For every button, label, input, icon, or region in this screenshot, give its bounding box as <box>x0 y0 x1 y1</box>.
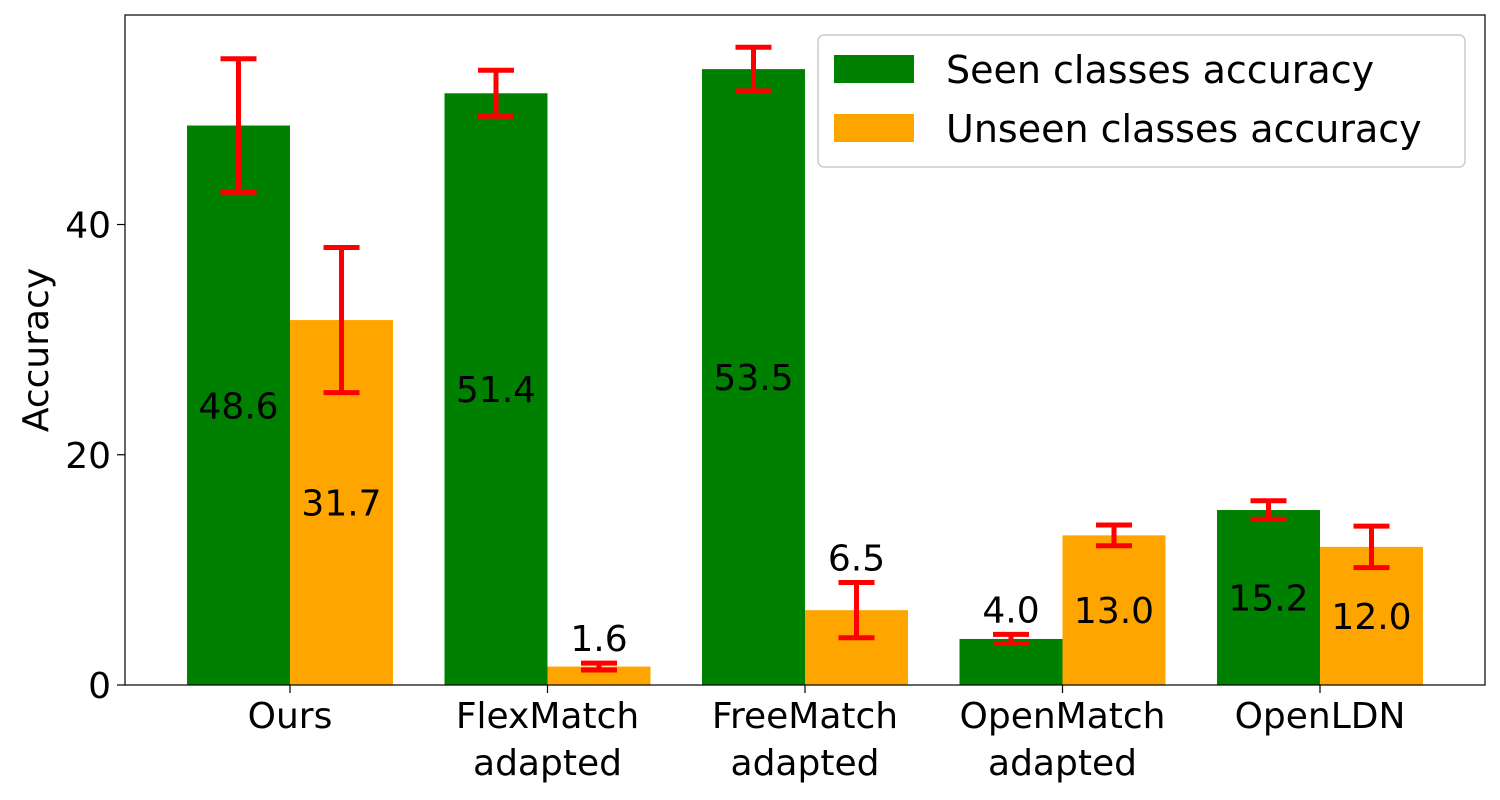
x-tick-label-line: OpenMatch <box>960 696 1166 737</box>
error-bar-seen-3 <box>993 631 1029 647</box>
y-axis-title: Accuracy <box>16 268 57 432</box>
data-label-unseen-4: 12.0 <box>1331 597 1411 638</box>
bar-seen-2 <box>702 69 805 686</box>
y-tick-label-0: 0 <box>88 666 111 707</box>
bar-seen-1 <box>444 93 548 685</box>
error-bar-unseen-0 <box>323 245 360 396</box>
x-tick-label-line: FlexMatch <box>456 696 639 737</box>
x-tick-label-line: adapted <box>731 743 880 784</box>
data-label-seen-3: 4.0 <box>982 590 1039 631</box>
bar-seen-4 <box>1217 510 1320 685</box>
error-bar-unseen-4 <box>1353 523 1390 571</box>
data-label-seen-1: 51.4 <box>456 370 536 411</box>
y-axis: 0 20 40 <box>65 206 125 707</box>
x-tick-label-line: FreeMatch <box>712 696 898 737</box>
x-tick-label-4: OpenLDN <box>1235 696 1406 737</box>
x-tick-label-1: FlexMatch adapted <box>456 696 639 784</box>
legend: Seen classes accuracy Unseen classes acc… <box>817 34 1466 168</box>
data-labels-layer: 48.6 51.4 53.5 4.0 15.2 31.7 1.6 6.5 13.0 12.0 <box>198 358 1411 660</box>
bar-seen-0 <box>187 125 290 686</box>
bars-layer <box>187 69 1423 686</box>
error-bar-seen-4 <box>1250 498 1287 522</box>
data-label-seen-4: 15.2 <box>1228 579 1308 620</box>
y-tick-label-1: 20 <box>65 436 111 477</box>
legend-swatch-seen <box>834 55 914 83</box>
x-tick-label-line: OpenLDN <box>1235 696 1406 737</box>
data-label-unseen-2: 6.5 <box>828 539 885 580</box>
data-label-unseen-0: 31.7 <box>301 484 381 525</box>
x-tick-label-2: FreeMatch adapted <box>712 696 898 784</box>
x-tick-label-line: adapted <box>473 743 622 784</box>
error-bar-unseen-2 <box>838 580 875 641</box>
bar-seen-3 <box>959 638 1063 685</box>
error-bar-seen-0 <box>220 56 257 195</box>
error-bar-seen-2 <box>735 44 772 94</box>
error-bar-seen-1 <box>478 67 514 119</box>
x-tick-label-0: Ours <box>248 696 333 737</box>
legend-swatch-unseen <box>834 114 914 142</box>
error-bar-unseen-3 <box>1096 522 1132 549</box>
x-tick-label-3: OpenMatch adapted <box>960 696 1166 784</box>
bar-unseen-3 <box>1062 535 1166 685</box>
legend-label-unseen: Unseen classes accuracy <box>946 107 1422 151</box>
data-label-seen-0: 48.6 <box>198 386 278 427</box>
data-label-seen-2: 53.5 <box>713 358 793 399</box>
x-tick-label-line: Ours <box>248 696 333 737</box>
data-label-unseen-3: 13.0 <box>1074 591 1154 632</box>
y-tick-label-2: 40 <box>65 206 111 247</box>
legend-label-seen: Seen classes accuracy <box>946 48 1374 92</box>
data-label-unseen-1: 1.6 <box>570 619 627 660</box>
x-tick-label-line: adapted <box>988 743 1137 784</box>
error-bar-unseen-1 <box>581 660 617 673</box>
legend-frame <box>817 34 1466 168</box>
error-bars-layer <box>220 44 1390 673</box>
bar-unseen-1 <box>547 666 651 685</box>
